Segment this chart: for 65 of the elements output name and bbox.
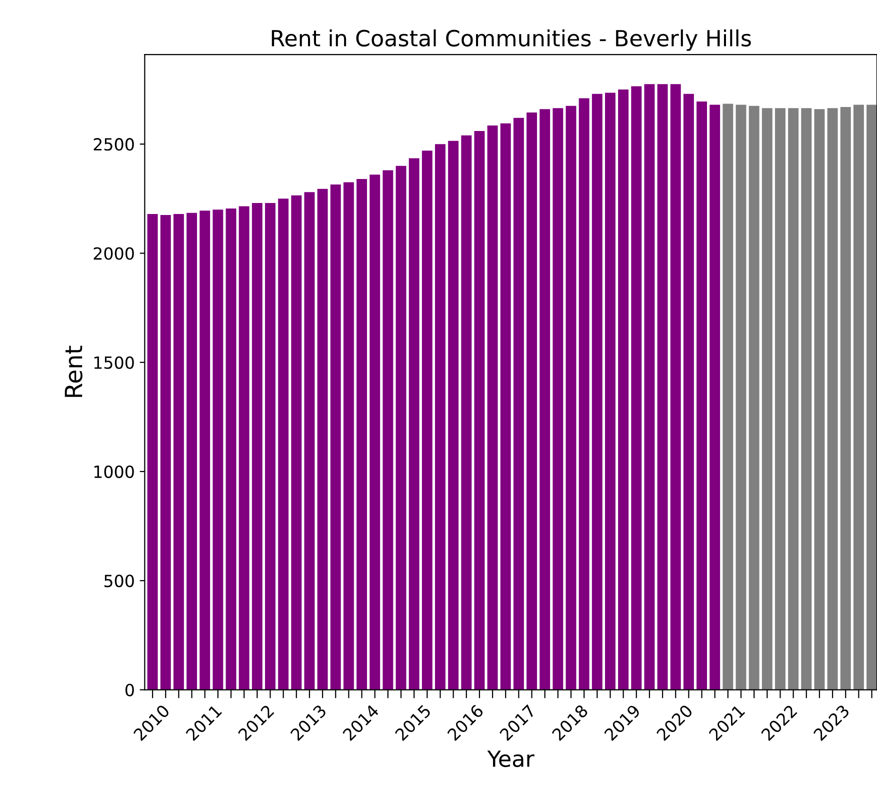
bar <box>683 94 694 690</box>
bar <box>618 90 629 690</box>
bar <box>343 182 354 690</box>
bar <box>461 135 472 690</box>
bar <box>840 106 851 690</box>
bar <box>291 195 302 690</box>
bar <box>448 140 459 690</box>
bar <box>670 84 681 690</box>
bar <box>710 104 720 690</box>
bar <box>408 158 420 690</box>
bar <box>304 192 315 690</box>
bar <box>160 215 171 690</box>
bar <box>644 84 655 690</box>
bar <box>487 126 498 690</box>
chart-title: Rent in Coastal Communities - Beverly Hills <box>272 29 751 51</box>
bar <box>866 104 877 690</box>
bar <box>748 106 760 690</box>
y-tick-label: 2500 <box>94 138 134 151</box>
bar <box>200 210 210 690</box>
bar <box>801 108 812 690</box>
bar <box>252 203 262 690</box>
bar <box>788 108 799 690</box>
y-axis-title: Rent <box>64 346 82 397</box>
y-tick-label: 500 <box>104 574 134 588</box>
bar <box>526 112 538 690</box>
bar <box>330 184 341 690</box>
bar <box>592 94 602 690</box>
bar <box>605 92 616 690</box>
bar <box>265 203 276 690</box>
bar <box>474 131 485 690</box>
bar <box>238 206 250 690</box>
bar <box>762 108 772 690</box>
bar <box>657 84 668 690</box>
bar <box>226 208 236 690</box>
bar <box>827 108 838 690</box>
y-tick-label: 0 <box>125 684 134 696</box>
bar <box>631 86 642 690</box>
bar <box>173 214 184 690</box>
bar <box>775 108 786 690</box>
bar <box>513 118 524 690</box>
bar <box>356 179 368 690</box>
y-tick-label: 1500 <box>94 356 134 369</box>
bar <box>382 170 394 690</box>
bar <box>317 188 328 690</box>
y-tick-label: 2000 <box>94 247 134 260</box>
bar <box>696 102 708 690</box>
bar <box>370 174 380 690</box>
bar <box>186 212 198 690</box>
bar <box>853 104 864 690</box>
bar <box>422 150 432 690</box>
bar <box>578 98 590 690</box>
bar <box>278 198 289 690</box>
bar <box>540 109 550 690</box>
bar <box>814 109 825 690</box>
y-tick-label: 1000 <box>94 465 134 478</box>
bar <box>736 104 746 690</box>
bar <box>435 144 446 690</box>
bar <box>147 214 158 690</box>
bar <box>566 106 576 690</box>
bar <box>396 166 406 690</box>
bar <box>552 108 564 690</box>
x-axis-title: Year <box>487 750 534 768</box>
bar <box>500 123 511 690</box>
bar <box>212 210 224 690</box>
bar <box>722 104 734 690</box>
